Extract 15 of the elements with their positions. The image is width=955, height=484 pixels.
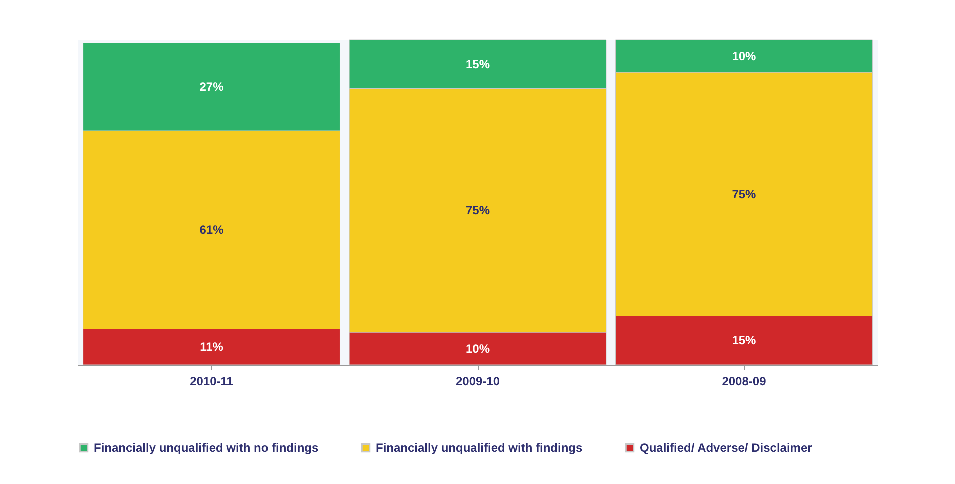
legend-label: Qualified/ Adverse/ Disclaimer	[640, 441, 813, 456]
data-label: 27%	[200, 80, 224, 94]
legend-label: Financially unqualified with findings	[376, 441, 583, 456]
data-label: 10%	[466, 342, 490, 356]
data-label: 61%	[200, 223, 224, 238]
x-tick-label: 2008-09	[722, 374, 767, 388]
x-tick-label: 2009-10	[456, 374, 500, 388]
legend-label: Financially unqualified with no findings	[94, 441, 319, 456]
x-tick-label: 2010-11	[190, 374, 234, 388]
data-label: 11%	[200, 340, 224, 354]
data-label: 15%	[732, 334, 757, 348]
data-label: 15%	[466, 57, 490, 72]
data-label: 75%	[732, 187, 757, 202]
data-label: 10%	[732, 49, 757, 64]
data-label: 75%	[466, 204, 490, 218]
